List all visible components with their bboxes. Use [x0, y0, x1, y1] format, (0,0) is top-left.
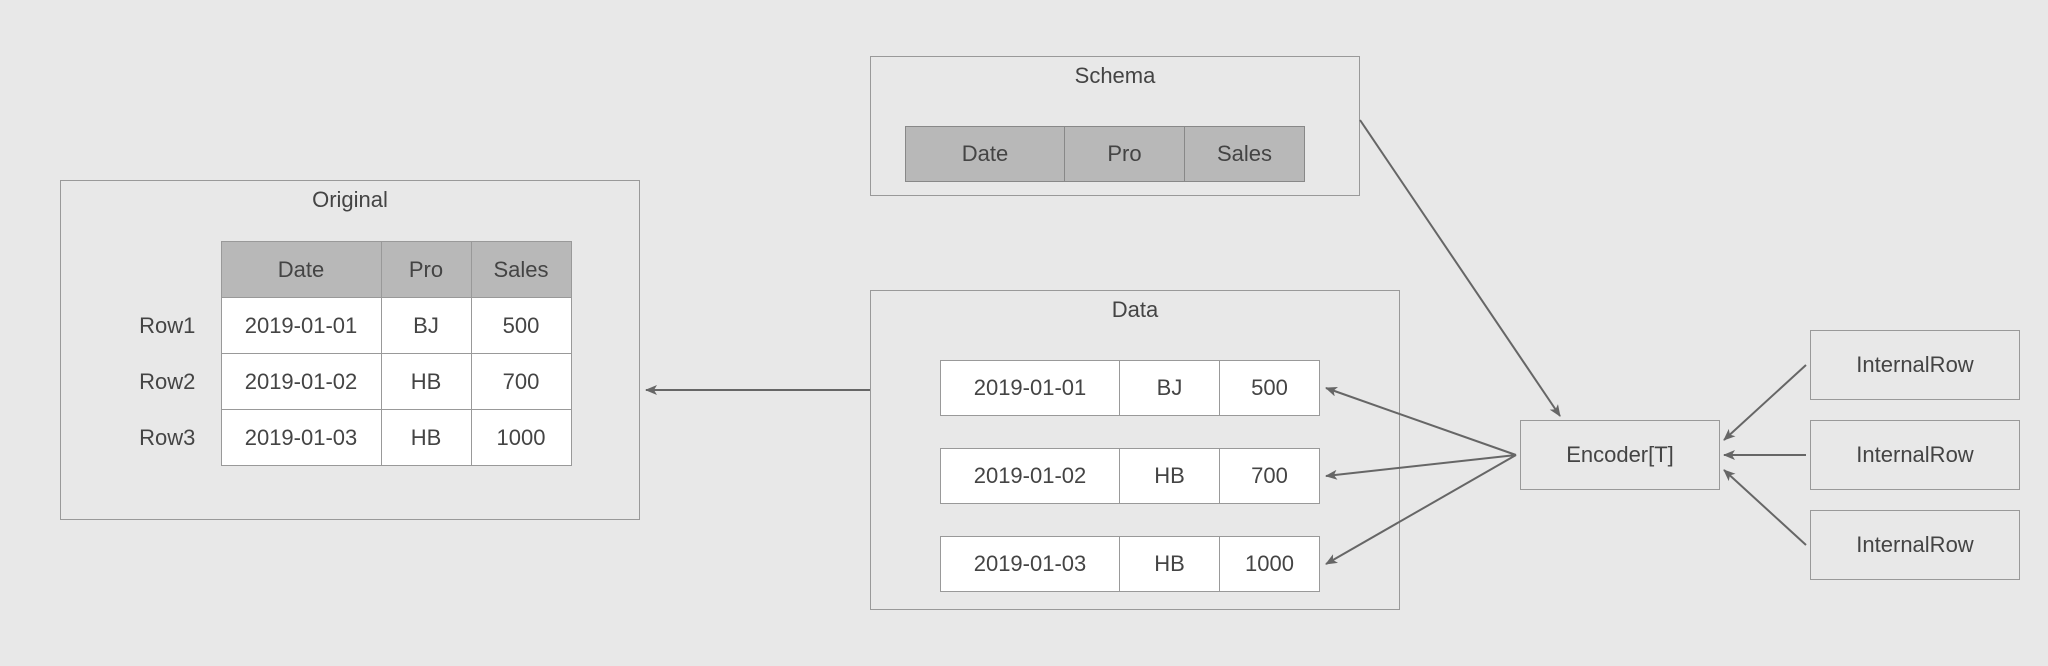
original-col-pro: Pro: [381, 242, 471, 298]
original-col-sales: Sales: [471, 242, 571, 298]
internalrow-label: InternalRow: [1856, 442, 1973, 468]
schema-cell-pro: Pro: [1065, 126, 1185, 182]
original-rowlabel-1: Row1: [131, 298, 221, 354]
original-rowlabel-2: Row2: [131, 354, 221, 410]
data-title: Data: [871, 291, 1399, 327]
internalrow-node: InternalRow: [1810, 330, 2020, 400]
original-col-date: Date: [221, 242, 381, 298]
original-panel: Original Date Pro Sales Row1 2019-01-01 …: [60, 180, 640, 520]
original-cell: 2019-01-02: [221, 354, 381, 410]
original-title: Original: [61, 181, 639, 217]
original-table-wrap: Date Pro Sales Row1 2019-01-01 BJ 500 Ro…: [131, 241, 572, 466]
original-cell: HB: [381, 354, 471, 410]
original-header-spacer: [131, 242, 221, 298]
original-cell: HB: [381, 410, 471, 466]
original-cell: 500: [471, 298, 571, 354]
original-rowlabel-3: Row3: [131, 410, 221, 466]
data-cell: 500: [1220, 360, 1320, 416]
data-row: 2019-01-01 BJ 500: [940, 360, 1320, 416]
data-cell: 2019-01-02: [940, 448, 1120, 504]
schema-cell-date: Date: [905, 126, 1065, 182]
data-row: 2019-01-02 HB 700: [940, 448, 1320, 504]
original-cell: 2019-01-01: [221, 298, 381, 354]
data-cell: HB: [1120, 448, 1220, 504]
data-cell: BJ: [1120, 360, 1220, 416]
original-cell: 1000: [471, 410, 571, 466]
original-cell: 700: [471, 354, 571, 410]
original-cell: 2019-01-03: [221, 410, 381, 466]
internalrow-label: InternalRow: [1856, 532, 1973, 558]
data-cell: HB: [1120, 536, 1220, 592]
original-cell: BJ: [381, 298, 471, 354]
internalrow-node: InternalRow: [1810, 420, 2020, 490]
data-cell: 700: [1220, 448, 1320, 504]
data-row: 2019-01-03 HB 1000: [940, 536, 1320, 592]
data-cell: 2019-01-03: [940, 536, 1120, 592]
schema-title: Schema: [871, 57, 1359, 93]
schema-cell-sales: Sales: [1185, 126, 1305, 182]
encoder-node: Encoder[T]: [1520, 420, 1720, 490]
internalrow-label: InternalRow: [1856, 352, 1973, 378]
data-cell: 1000: [1220, 536, 1320, 592]
schema-row: Date Pro Sales: [905, 126, 1305, 182]
data-cell: 2019-01-01: [940, 360, 1120, 416]
diagram-stage: Original Date Pro Sales Row1 2019-01-01 …: [0, 0, 2048, 666]
original-table: Date Pro Sales Row1 2019-01-01 BJ 500 Ro…: [131, 241, 572, 466]
internalrow-node: InternalRow: [1810, 510, 2020, 580]
encoder-label: Encoder[T]: [1566, 442, 1674, 468]
